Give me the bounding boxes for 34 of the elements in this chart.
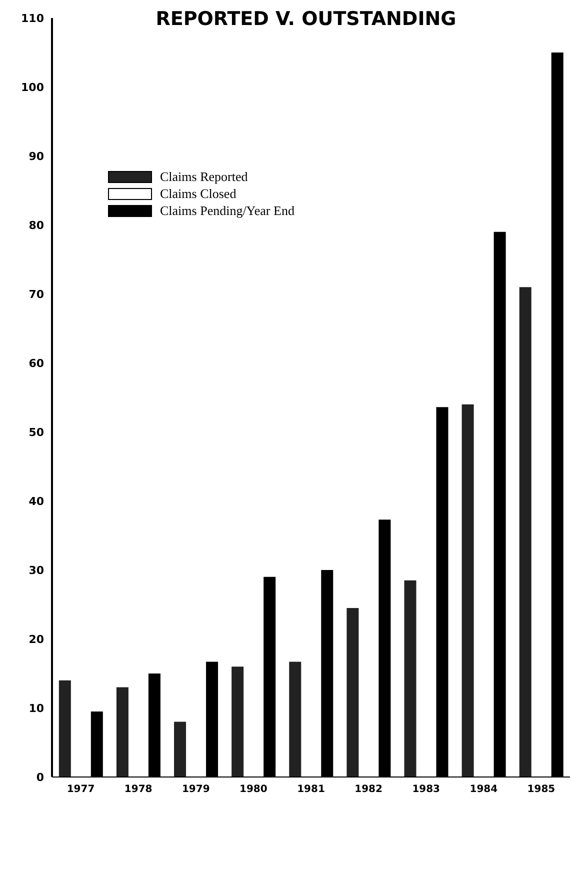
bar bbox=[346, 608, 359, 777]
y-tick-label: 10 bbox=[28, 702, 44, 715]
y-tick-label: 20 bbox=[28, 632, 44, 646]
x-tick-label: 1981 bbox=[297, 784, 325, 796]
legend-label: Claims Pending/Year End bbox=[160, 202, 294, 218]
bar bbox=[519, 287, 532, 777]
x-tick-label: 1979 bbox=[182, 784, 210, 796]
bar bbox=[404, 580, 416, 777]
y-tick-label: 110 bbox=[21, 12, 44, 25]
bar bbox=[116, 687, 128, 777]
y-tick-label: 80 bbox=[28, 218, 44, 232]
bar bbox=[174, 722, 186, 777]
legend-label: Claims Reported bbox=[160, 168, 248, 184]
x-tick-label: 1983 bbox=[412, 784, 440, 796]
y-tick-label: 70 bbox=[28, 288, 44, 301]
y-tick-label: 100 bbox=[21, 80, 44, 94]
x-tick-label: 1984 bbox=[470, 784, 498, 796]
bar bbox=[232, 666, 244, 777]
chart-title: REPORTED V. OUTSTANDING bbox=[156, 8, 456, 30]
bar bbox=[462, 404, 474, 777]
bar bbox=[58, 680, 71, 777]
x-tick-label: 1977 bbox=[66, 784, 95, 796]
x-tick-label: 1982 bbox=[354, 784, 383, 796]
y-tick-label: 40 bbox=[28, 494, 44, 508]
y-tick-label: 90 bbox=[28, 150, 44, 163]
y-tick-label: 50 bbox=[28, 426, 44, 439]
legend-label: Claims Closed bbox=[160, 186, 236, 202]
x-tick-label: 1985 bbox=[527, 784, 556, 796]
y-tick-label: 60 bbox=[28, 356, 44, 370]
y-tick-label: 0 bbox=[36, 770, 44, 784]
y-tick-label: 30 bbox=[28, 564, 44, 577]
x-tick-label: 1978 bbox=[124, 784, 152, 796]
bar bbox=[289, 662, 302, 777]
x-tick-label: 1980 bbox=[240, 784, 268, 796]
